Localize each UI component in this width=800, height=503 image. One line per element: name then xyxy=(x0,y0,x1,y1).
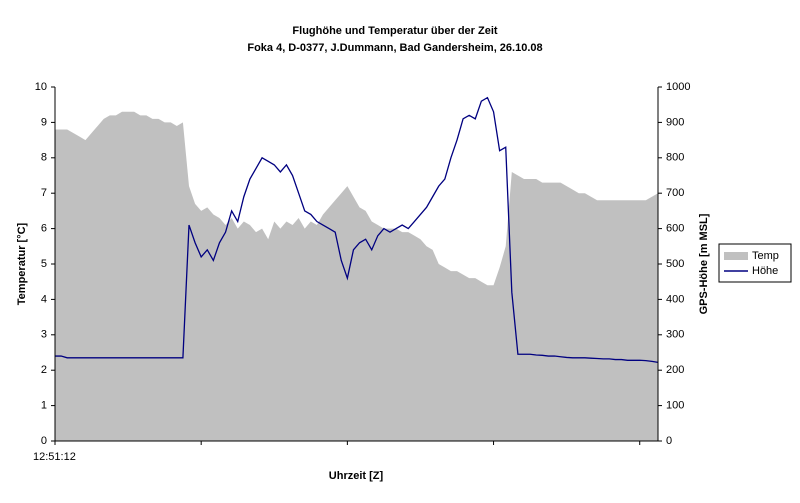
y-tick-label: 2 xyxy=(41,364,47,376)
y2-tick-label: 900 xyxy=(666,116,684,128)
y2-tick-label: 800 xyxy=(666,152,684,164)
y-tick-label: 0 xyxy=(41,435,47,447)
y2-tick-label: 200 xyxy=(666,364,684,376)
y2-tick-label: 600 xyxy=(666,223,684,235)
y2-axis-title: GPS-Höhe [m MSL] xyxy=(698,213,710,314)
x-axis-title: Uhrzeit [Z] xyxy=(329,470,384,482)
y-tick-label: 9 xyxy=(41,116,47,128)
y2-tick-label: 300 xyxy=(666,329,684,341)
chart-title: Flughöhe und Temperatur über der Zeit xyxy=(292,25,497,37)
y-tick-label: 10 xyxy=(35,81,47,93)
legend-box xyxy=(718,243,792,283)
y-tick-label: 1 xyxy=(41,400,47,412)
y2-tick-label: 500 xyxy=(666,258,684,270)
y2-tick-label: 0 xyxy=(666,435,672,447)
y-tick-label: 4 xyxy=(41,293,47,305)
y2-tick-label: 700 xyxy=(666,187,684,199)
y-axis-title: Temperatur [°C] xyxy=(16,222,28,305)
y-tick-label: 5 xyxy=(41,258,47,270)
legend-swatch xyxy=(724,252,748,260)
legend-label: Höhe xyxy=(752,265,778,277)
x-tick-label: 12:51:12 xyxy=(33,451,76,463)
y-tick-label: 6 xyxy=(41,223,47,235)
y2-tick-label: 1000 xyxy=(666,81,690,93)
y-tick-label: 8 xyxy=(41,152,47,164)
y2-tick-label: 100 xyxy=(666,400,684,412)
height-line xyxy=(55,96,659,364)
temp-area xyxy=(55,111,658,441)
y-tick-label: 3 xyxy=(41,329,47,341)
y2-tick-label: 400 xyxy=(666,293,684,305)
y-tick-label: 7 xyxy=(41,187,47,199)
chart-subtitle: Foka 4, D-0377, J.Dummann, Bad Gandershe… xyxy=(247,42,542,54)
legend-label: Temp xyxy=(752,250,779,262)
